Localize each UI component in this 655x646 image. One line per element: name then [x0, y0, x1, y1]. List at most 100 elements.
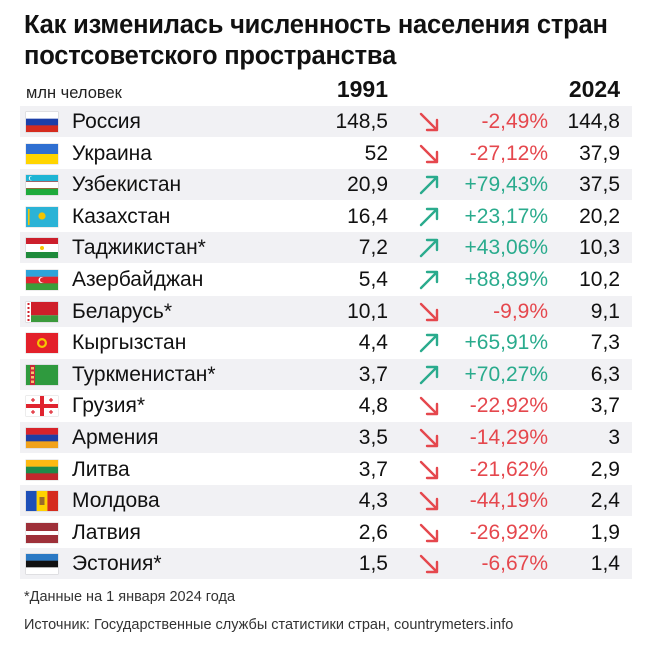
- table-row: Грузия* 4,8 -22,92% 3,7: [20, 390, 632, 421]
- change-percent: -14,29%: [469, 426, 548, 449]
- population-1991: 4,4: [358, 331, 388, 355]
- change-percent: +79,43%: [464, 173, 549, 197]
- belarus-flag-icon: [26, 301, 58, 322]
- population-2024: 37,5: [579, 173, 620, 197]
- table-row: Молдова 4,3 -44,19% 2,4: [20, 485, 632, 517]
- lithuania-flag-icon: [26, 459, 58, 480]
- footnote: *Данные на 1 января 2024 года: [24, 589, 236, 605]
- arrow-up-right-icon: [418, 174, 440, 196]
- column-header-2024: 2024: [568, 76, 620, 102]
- unit-label: млн человек: [26, 84, 122, 102]
- country-name: Латвия: [72, 520, 141, 544]
- country-name: Узбекистан: [72, 173, 182, 197]
- table-row: Армения 3,5 -14,29% 3: [20, 422, 632, 453]
- arrow-down-right-icon: [418, 490, 440, 512]
- country-name: Эстония*: [72, 552, 162, 576]
- table-row: Россия 148,5 -2,49% 144,8: [20, 106, 632, 137]
- turkmenistan-flag-icon: [26, 364, 58, 385]
- arrow-up-right-icon: [418, 364, 440, 386]
- arrow-down-right-icon: [418, 459, 440, 481]
- arrow-down-right-icon: [418, 553, 440, 575]
- country-name: Украина: [72, 141, 152, 165]
- change-percent: -6,67%: [481, 552, 548, 576]
- arrow-up-right-icon: [418, 237, 440, 259]
- population-2024: 2,9: [590, 457, 620, 481]
- kyrgyzstan-flag-icon: [26, 333, 58, 354]
- table-row: Казахстан 16,4 +23,17% 20,2: [20, 201, 632, 232]
- arrow-up-right-icon: [418, 269, 440, 291]
- azerbaijan-flag-icon: [26, 270, 58, 291]
- change-percent: -44,19%: [469, 489, 548, 513]
- arrow-down-right-icon: [418, 111, 440, 133]
- population-2024: 1,4: [590, 552, 620, 576]
- population-1991: 4,8: [358, 394, 388, 418]
- population-2024: 10,3: [579, 236, 620, 260]
- arrow-down-right-icon: [418, 301, 440, 323]
- population-1991: 3,5: [358, 426, 388, 449]
- change-percent: -26,92%: [469, 520, 548, 544]
- country-name: Азербайджан: [72, 268, 204, 291]
- population-2024: 6,3: [590, 362, 620, 386]
- population-1991: 4,3: [358, 489, 388, 513]
- change-percent: -27,12%: [469, 141, 548, 165]
- change-percent: +70,27%: [464, 362, 549, 386]
- population-2024: 37,9: [579, 141, 620, 165]
- population-1991: 16,4: [347, 204, 388, 228]
- table-row: Литва 3,7 -21,62% 2,9: [20, 454, 632, 485]
- ukraine-flag-icon: [26, 143, 58, 164]
- table-row: Азербайджан 5,4 +88,89% 10,2: [20, 264, 632, 295]
- population-2024: 20,2: [579, 204, 620, 228]
- country-name: Армения: [72, 426, 159, 449]
- change-percent: +88,89%: [464, 268, 549, 291]
- uzbekistan-flag-icon: [26, 175, 58, 196]
- latvia-flag-icon: [26, 522, 58, 543]
- country-name: Туркменистан*: [72, 362, 216, 386]
- arrow-down-right-icon: [418, 395, 440, 417]
- population-1991: 1,5: [358, 552, 388, 576]
- table-row: Кыргызстан 4,4 +65,91% 7,3: [20, 327, 632, 358]
- arrow-down-right-icon: [418, 427, 440, 449]
- population-2024: 3: [608, 426, 620, 449]
- change-percent: +43,06%: [464, 236, 549, 260]
- table-row: Латвия 2,6 -26,92% 1,9: [20, 517, 632, 548]
- arrow-down-right-icon: [418, 522, 440, 544]
- population-1991: 3,7: [358, 457, 388, 481]
- estonia-flag-icon: [26, 554, 58, 575]
- table-row: Эстония* 1,5 -6,67% 1,4: [20, 548, 632, 580]
- kazakhstan-flag-icon: [26, 206, 58, 227]
- table-row: Украина 52 -27,12% 37,9: [20, 138, 632, 169]
- change-percent: +65,91%: [464, 331, 549, 355]
- arrow-up-right-icon: [418, 332, 440, 354]
- population-1991: 3,7: [358, 362, 388, 386]
- population-2024: 1,9: [590, 520, 620, 544]
- population-2024: 9,1: [590, 299, 620, 323]
- tajikistan-flag-icon: [26, 238, 58, 259]
- source-note: Источник: Государственные службы статист…: [24, 617, 514, 633]
- arrow-up-right-icon: [418, 206, 440, 228]
- country-name: Таджикистан*: [72, 236, 206, 260]
- population-2024: 144,8: [567, 110, 620, 133]
- population-2024: 2,4: [590, 489, 620, 513]
- change-percent: -22,92%: [469, 394, 548, 418]
- table-row: Туркменистан* 3,7 +70,27% 6,3: [20, 358, 632, 390]
- country-name: Казахстан: [72, 204, 171, 228]
- population-1991: 2,6: [358, 520, 388, 544]
- table-row: Беларусь* 10,1 -9,9% 9,1: [20, 295, 632, 327]
- page-title: Как изменилась численность населения стр…: [24, 11, 608, 70]
- country-name: Беларусь*: [72, 299, 173, 323]
- change-percent: +23,17%: [464, 204, 549, 228]
- armenia-flag-icon: [26, 428, 58, 449]
- country-name: Грузия*: [72, 394, 146, 418]
- change-percent: -9,9%: [493, 299, 548, 323]
- country-name: Литва: [72, 457, 130, 481]
- population-1991: 148,5: [335, 110, 388, 133]
- georgia-flag-icon: [26, 396, 58, 417]
- russia-flag-icon: [26, 112, 58, 133]
- population-2024: 10,2: [579, 268, 620, 291]
- change-percent: -21,62%: [469, 457, 548, 481]
- table-row: Таджикистан* 7,2 +43,06% 10,3: [20, 232, 632, 264]
- change-percent: -2,49%: [481, 110, 548, 133]
- moldova-flag-icon: [26, 491, 58, 512]
- population-2024: 7,3: [590, 331, 620, 355]
- arrow-down-right-icon: [418, 143, 440, 165]
